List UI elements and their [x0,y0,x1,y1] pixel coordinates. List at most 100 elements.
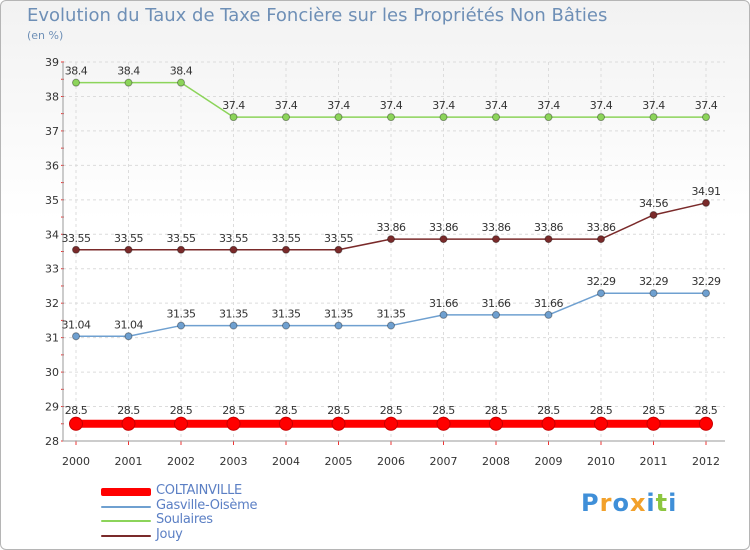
legend-swatch [101,488,151,496]
data-point [229,245,238,254]
x-tick-label: 2005 [325,455,353,468]
data-point [492,310,500,319]
data-label: 31.35 [324,308,353,321]
data-label: 31.35 [272,308,301,321]
data-point [72,78,80,87]
data-point [649,113,658,122]
y-tick-label: 33 [45,263,59,276]
data-point [282,321,290,330]
logo-letter: i [646,489,656,517]
y-tick-label: 36 [45,159,59,172]
y-tick-label: 35 [45,194,59,207]
data-point [282,245,290,254]
data-label: 32.29 [587,275,616,288]
chart-axes: 28 29 30 31 32 33 34 35 36 37 38 39 2000 2001 2002 2003… [45,56,725,468]
data-point [177,78,185,87]
data-point [124,245,133,254]
data-point [649,289,658,298]
x-tick-label: 2008 [482,455,510,468]
data-label: 38.4 [65,65,88,78]
data-point [124,78,133,87]
data-label: 33.55 [62,232,91,245]
data-label: 37.4 [485,99,508,112]
logo-letter: x [629,489,647,517]
data-point [124,332,133,341]
data-label: 34.91 [692,185,721,198]
y-tick-label: 39 [45,56,59,69]
data-label: 33.86 [377,221,406,234]
data-point [439,235,448,244]
data-label: 28.5 [695,404,718,417]
data-label: 33.55 [324,232,353,245]
data-point [544,235,553,244]
legend-swatch [101,520,151,522]
legend-label: Soulaires [156,512,213,527]
data-label: 38.4 [170,65,193,78]
data-point [282,113,290,122]
data-point [174,416,188,431]
y-tick-label: 34 [45,228,59,241]
data-point [439,310,448,319]
logo-letter: o [612,489,630,517]
data-point [492,235,500,244]
data-label: 37.4 [590,99,613,112]
data-point [229,321,238,330]
data-point [69,416,83,431]
logo-letter: i [668,489,678,517]
data-point [439,113,448,122]
data-point [279,416,293,431]
x-tick-label: 2011 [640,455,668,468]
chart-series [69,78,713,431]
x-tick-label: 2002 [167,455,195,468]
data-point [702,198,710,207]
data-point [177,321,185,330]
data-label: 28.5 [380,404,403,417]
y-tick-label: 30 [45,366,59,379]
data-label: 28.5 [485,404,508,417]
data-point [72,245,80,254]
data-point [597,289,605,298]
data-point [72,332,80,341]
data-label: 28.5 [275,404,298,417]
chart-grid [63,61,725,442]
data-point [177,245,185,254]
legend-swatch [101,505,151,508]
data-label: 33.86 [429,221,458,234]
data-point [544,310,553,319]
data-point [334,321,343,330]
data-label: 31.66 [482,297,511,310]
data-label: 28.5 [432,404,455,417]
data-point [387,235,395,244]
data-label: 31.04 [62,318,91,331]
data-label: 37.4 [222,99,245,112]
chart-unit-label: (en %) [27,29,64,42]
data-point [702,289,710,298]
data-label: 32.29 [692,275,721,288]
data-point [334,113,343,122]
data-point [229,113,238,122]
data-label: 31.35 [377,308,406,321]
data-label: 28.5 [327,404,350,417]
logo-letter: P [581,489,600,517]
data-point [334,245,343,254]
data-label: 38.4 [117,65,140,78]
data-label: 37.4 [642,99,665,112]
x-tick-label: 2009 [535,455,563,468]
x-tick-label: 2006 [377,455,405,468]
x-tick-label: 2001 [115,455,143,468]
data-point [649,210,658,219]
data-label: 28.5 [642,404,665,417]
x-tick-label: 2010 [587,455,615,468]
y-tick-label: 29 [45,401,59,414]
data-point [646,416,661,431]
data-label: 37.4 [327,99,350,112]
chart-title: Evolution du Taux de Taxe Foncière sur l… [27,5,608,26]
data-point [387,113,395,122]
y-tick-label: 28 [45,435,59,448]
data-point [594,416,608,431]
y-tick-label: 31 [45,332,59,345]
data-label: 31.04 [114,318,143,331]
data-point [121,416,136,431]
data-label: 37.4 [695,99,718,112]
